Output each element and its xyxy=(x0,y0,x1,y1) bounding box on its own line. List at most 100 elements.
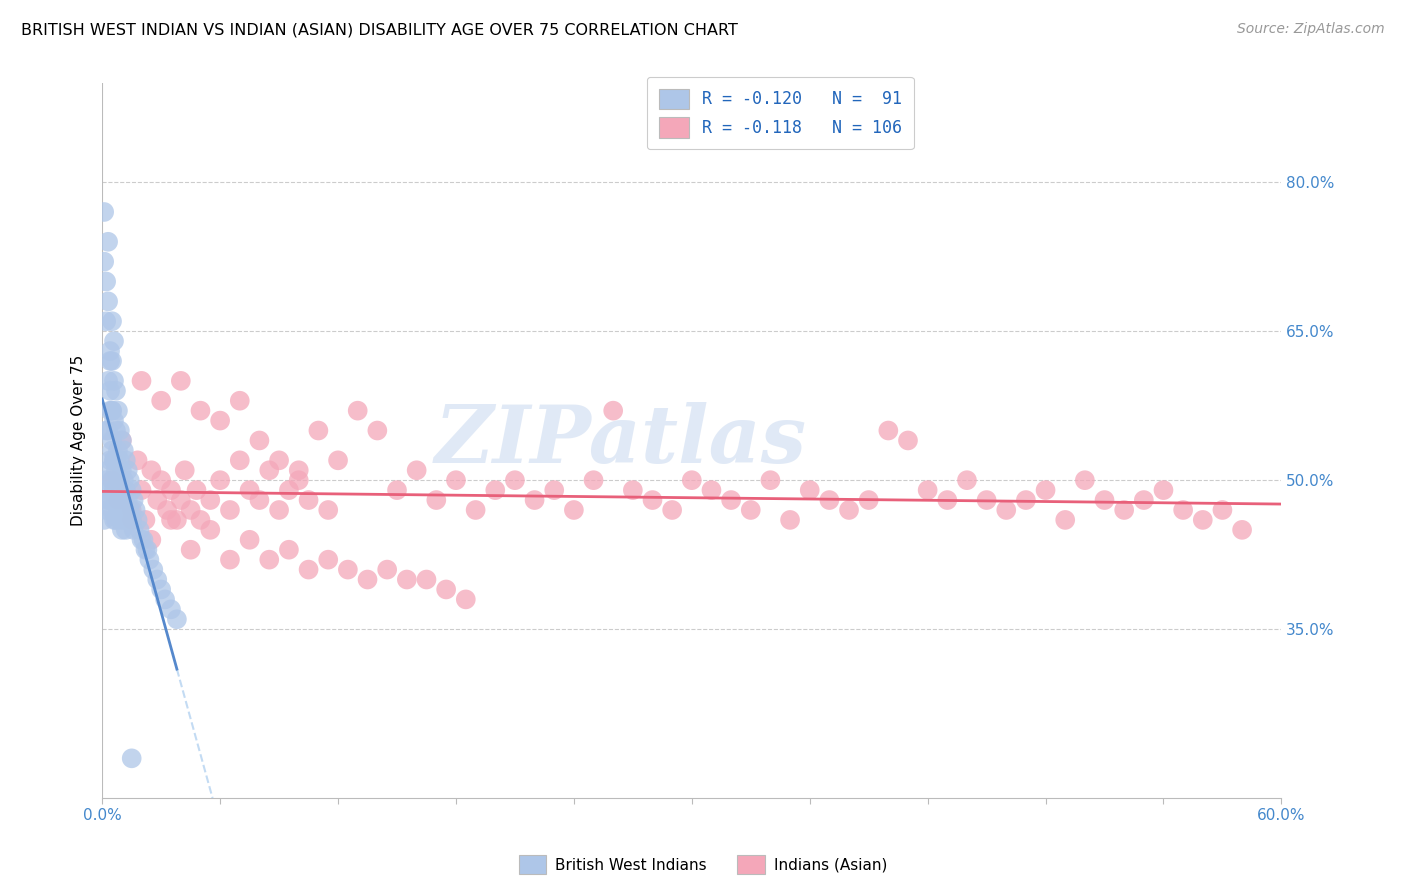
Indians (Asian) xyxy=(641,493,664,508)
British West Indians xyxy=(93,205,115,219)
British West Indians xyxy=(112,513,135,527)
Indians (Asian) xyxy=(127,453,149,467)
British West Indians xyxy=(108,513,131,527)
Indians (Asian) xyxy=(141,533,163,547)
British West Indians xyxy=(107,503,129,517)
Indians (Asian) xyxy=(259,552,281,566)
British West Indians xyxy=(150,582,173,597)
British West Indians xyxy=(93,513,115,527)
Indians (Asian) xyxy=(141,463,163,477)
Indians (Asian) xyxy=(405,463,427,477)
British West Indians xyxy=(97,463,120,477)
Indians (Asian) xyxy=(190,513,212,527)
Indians (Asian) xyxy=(1191,513,1213,527)
Indians (Asian) xyxy=(229,393,252,408)
British West Indians xyxy=(111,463,134,477)
Indians (Asian) xyxy=(190,403,212,417)
British West Indians xyxy=(136,542,159,557)
Indians (Asian) xyxy=(375,563,398,577)
British West Indians xyxy=(103,483,125,497)
Indians (Asian) xyxy=(249,493,271,508)
Indians (Asian) xyxy=(1094,493,1116,508)
Indians (Asian) xyxy=(131,483,153,497)
Indians (Asian) xyxy=(681,473,703,487)
Text: BRITISH WEST INDIAN VS INDIAN (ASIAN) DISABILITY AGE OVER 75 CORRELATION CHART: BRITISH WEST INDIAN VS INDIAN (ASIAN) DI… xyxy=(21,22,738,37)
Indians (Asian) xyxy=(1230,523,1253,537)
British West Indians xyxy=(98,344,121,359)
British West Indians xyxy=(142,563,165,577)
Indians (Asian) xyxy=(454,592,477,607)
British West Indians xyxy=(111,503,134,517)
Indians (Asian) xyxy=(602,403,624,417)
Indians (Asian) xyxy=(956,473,979,487)
British West Indians xyxy=(112,503,135,517)
Indians (Asian) xyxy=(239,533,262,547)
British West Indians xyxy=(94,473,117,487)
Indians (Asian) xyxy=(700,483,723,497)
British West Indians xyxy=(97,235,120,249)
British West Indians xyxy=(117,463,139,477)
British West Indians xyxy=(97,374,120,388)
Indians (Asian) xyxy=(219,503,242,517)
Indians (Asian) xyxy=(415,573,437,587)
Indians (Asian) xyxy=(799,483,821,497)
British West Indians xyxy=(101,403,124,417)
British West Indians xyxy=(114,523,136,537)
British West Indians xyxy=(103,414,125,428)
British West Indians xyxy=(131,533,153,547)
British West Indians xyxy=(166,612,188,626)
Indians (Asian) xyxy=(297,563,319,577)
British West Indians xyxy=(114,513,136,527)
British West Indians xyxy=(93,254,115,268)
Indians (Asian) xyxy=(385,483,408,497)
Indians (Asian) xyxy=(464,503,486,517)
Indians (Asian) xyxy=(484,483,506,497)
Indians (Asian) xyxy=(180,542,202,557)
Indians (Asian) xyxy=(170,493,193,508)
British West Indians xyxy=(146,573,169,587)
British West Indians xyxy=(107,473,129,487)
British West Indians xyxy=(94,275,117,289)
Indians (Asian) xyxy=(209,414,232,428)
British West Indians xyxy=(118,473,141,487)
British West Indians xyxy=(98,403,121,417)
Indians (Asian) xyxy=(976,493,998,508)
Indians (Asian) xyxy=(356,573,378,587)
Indians (Asian) xyxy=(150,393,173,408)
Indians (Asian) xyxy=(209,473,232,487)
Indians (Asian) xyxy=(297,493,319,508)
Legend: R = -0.120   N =  91, R = -0.118   N = 106: R = -0.120 N = 91, R = -0.118 N = 106 xyxy=(647,77,914,149)
British West Indians xyxy=(108,483,131,497)
British West Indians xyxy=(111,493,134,508)
British West Indians xyxy=(101,354,124,368)
Indians (Asian) xyxy=(936,493,959,508)
Indians (Asian) xyxy=(740,503,762,517)
Indians (Asian) xyxy=(101,473,124,487)
Indians (Asian) xyxy=(146,493,169,508)
British West Indians xyxy=(104,513,127,527)
British West Indians xyxy=(98,384,121,398)
British West Indians xyxy=(124,503,146,517)
Indians (Asian) xyxy=(249,434,271,448)
Indians (Asian) xyxy=(562,503,585,517)
Indians (Asian) xyxy=(111,434,134,448)
Indians (Asian) xyxy=(316,552,339,566)
Indians (Asian) xyxy=(170,374,193,388)
British West Indians xyxy=(104,483,127,497)
Indians (Asian) xyxy=(1211,503,1233,517)
British West Indians xyxy=(108,424,131,438)
British West Indians xyxy=(97,294,120,309)
British West Indians xyxy=(101,434,124,448)
British West Indians xyxy=(97,493,120,508)
Indians (Asian) xyxy=(1035,483,1057,497)
British West Indians xyxy=(127,513,149,527)
Indians (Asian) xyxy=(287,463,309,477)
Indians (Asian) xyxy=(582,473,605,487)
Indians (Asian) xyxy=(287,473,309,487)
British West Indians xyxy=(93,483,115,497)
Indians (Asian) xyxy=(1133,493,1156,508)
Indians (Asian) xyxy=(180,503,202,517)
Indians (Asian) xyxy=(995,503,1018,517)
British West Indians xyxy=(101,473,124,487)
Indians (Asian) xyxy=(156,503,179,517)
